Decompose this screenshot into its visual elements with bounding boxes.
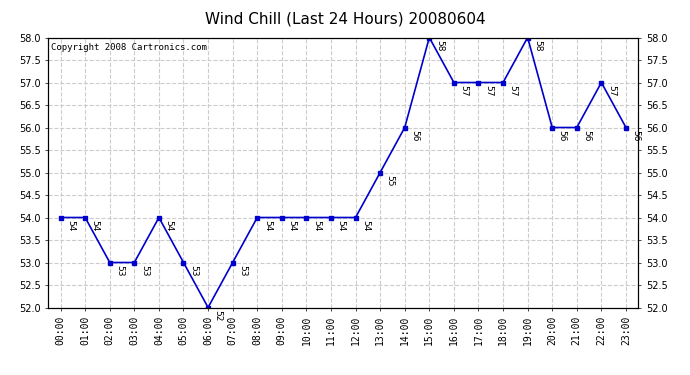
Text: 54: 54 [287, 220, 297, 232]
Text: 53: 53 [140, 265, 149, 277]
Text: 56: 56 [582, 130, 591, 142]
Text: 53: 53 [189, 265, 198, 277]
Text: 54: 54 [361, 220, 370, 232]
Text: 53: 53 [115, 265, 124, 277]
Text: 57: 57 [460, 85, 469, 97]
Text: 56: 56 [411, 130, 420, 142]
Text: 54: 54 [164, 220, 173, 232]
Text: 54: 54 [337, 220, 346, 232]
Text: 57: 57 [484, 85, 493, 97]
Text: 58: 58 [435, 40, 444, 52]
Text: 56: 56 [558, 130, 566, 142]
Text: 58: 58 [533, 40, 542, 52]
Text: 54: 54 [90, 220, 100, 232]
Text: 54: 54 [66, 220, 75, 232]
Text: 52: 52 [214, 310, 223, 322]
Text: 53: 53 [238, 265, 247, 277]
Text: 54: 54 [312, 220, 321, 232]
Text: 57: 57 [509, 85, 518, 97]
Text: Wind Chill (Last 24 Hours) 20080604: Wind Chill (Last 24 Hours) 20080604 [205, 11, 485, 26]
Text: 57: 57 [607, 85, 616, 97]
Text: 54: 54 [263, 220, 272, 232]
Text: 56: 56 [631, 130, 640, 142]
Text: 55: 55 [386, 175, 395, 187]
Text: Copyright 2008 Cartronics.com: Copyright 2008 Cartronics.com [51, 43, 207, 52]
